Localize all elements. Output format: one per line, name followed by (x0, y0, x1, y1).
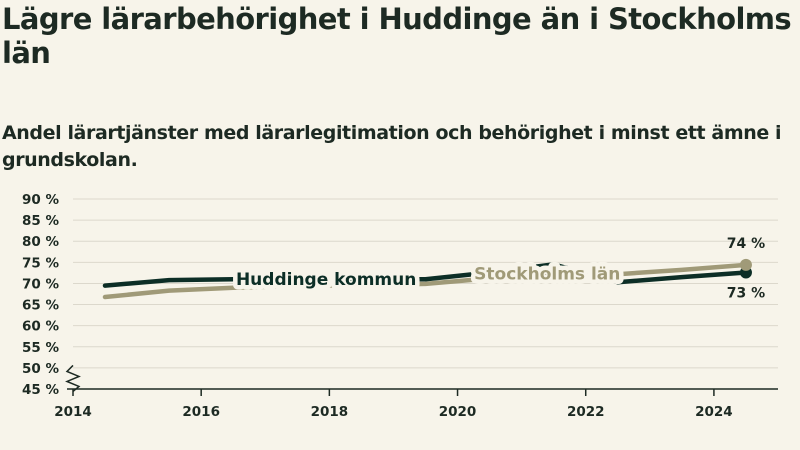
y-tick-label: 60 % (22, 319, 59, 335)
x-tick-label: 2024 (695, 404, 733, 420)
stockholm-series-label: Stockholms län (474, 264, 620, 284)
chart-title: Lägre lärarbehörighet i Huddinge än i St… (2, 2, 792, 70)
y-tick-label: 50 % (22, 361, 59, 377)
series-lines (102, 262, 749, 300)
y-tick-label: 90 % (22, 192, 59, 208)
y-tick-label: 75 % (22, 255, 59, 271)
chart-subtitle: Andel lärartjänster med lärarlegitimatio… (2, 122, 782, 171)
huddinge-line (102, 262, 749, 288)
y-tick-label: 65 % (22, 298, 59, 314)
stockholm-line (102, 262, 749, 300)
huddinge-series-label: Huddinge kommun (236, 270, 416, 290)
x-tick-label: 2018 (311, 404, 349, 420)
series-labels: 73 % 74 % Huddinge kommun Stockholms län (231, 236, 765, 302)
x-axis: 2014 2016 2018 2020 2022 2024 (54, 364, 778, 420)
stockholm-end-point (739, 258, 752, 271)
x-tick-label: 2022 (567, 404, 605, 420)
x-tick-label: 2016 (182, 404, 220, 420)
huddinge-end-label: 73 % (727, 285, 765, 301)
y-axis-ticks: 45 % 50 % 55 % 60 % 65 % 70 % 75 % 80 % 85 % 90 % (22, 192, 59, 398)
x-tick-label: 2014 (54, 404, 92, 420)
y-tick-label: 70 % (22, 276, 59, 292)
y-tick-label: 85 % (22, 213, 59, 229)
axis-break-mark (65, 364, 81, 393)
y-tick-label: 45 % (22, 382, 59, 398)
y-tick-label: 55 % (22, 340, 59, 356)
y-tick-label: 80 % (22, 234, 59, 250)
stockholm-end-label: 74 % (727, 236, 765, 252)
x-tick-label: 2020 (439, 404, 477, 420)
